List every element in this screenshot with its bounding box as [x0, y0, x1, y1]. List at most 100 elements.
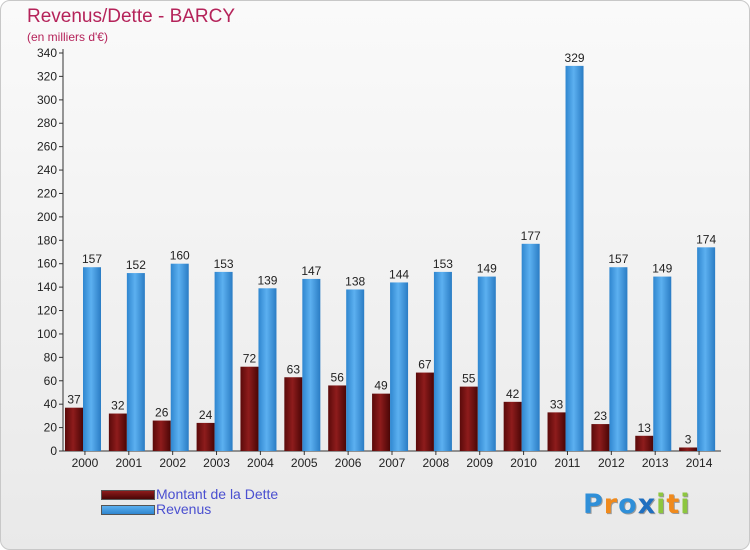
y-tick-label: 320 — [37, 69, 57, 83]
y-tick-label: 120 — [37, 304, 57, 318]
data-label: 138 — [345, 274, 365, 288]
bar-dette — [415, 372, 434, 451]
bar-revenus — [346, 289, 365, 451]
bar-revenus — [302, 278, 321, 451]
data-label: 49 — [374, 379, 388, 393]
bar-revenus — [258, 288, 277, 451]
logo-letter: i — [680, 489, 691, 520]
bar-dette — [635, 435, 654, 451]
data-label: 42 — [506, 387, 520, 401]
logo-letter: i — [656, 489, 667, 520]
data-label: 3 — [685, 432, 692, 446]
y-tick-label: 260 — [37, 140, 57, 154]
y-tick-label: 200 — [37, 210, 57, 224]
y-tick-label: 280 — [37, 116, 57, 130]
x-tick-label: 2008 — [423, 456, 450, 470]
data-label: 24 — [199, 408, 213, 422]
y-tick-label: 240 — [37, 163, 57, 177]
data-label: 67 — [418, 358, 432, 372]
chart-title: Revenus/Dette - BARCY — [27, 6, 236, 27]
bar-dette — [152, 420, 171, 451]
bar-revenus — [565, 65, 584, 452]
bar-dette — [196, 422, 215, 451]
y-tick-label: 300 — [37, 93, 57, 107]
chart-subtitle: (en milliers d'€) — [27, 30, 108, 44]
bar-dette — [284, 377, 303, 451]
x-tick-label: 2003 — [203, 456, 230, 470]
legend-label-dette: Montant de la Dette — [156, 486, 279, 502]
data-label: 152 — [126, 258, 146, 272]
bar-dette — [591, 424, 610, 451]
x-tick-label: 2012 — [598, 456, 625, 470]
y-tick-label: 0 — [50, 444, 57, 458]
bar-revenus — [126, 273, 145, 451]
bar-revenus — [609, 267, 628, 451]
x-tick-label: 2002 — [159, 456, 186, 470]
x-tick-label: 2009 — [466, 456, 493, 470]
bar-dette — [65, 407, 83, 451]
data-label: 72 — [243, 352, 257, 366]
data-label: 55 — [462, 372, 476, 386]
data-label: 177 — [521, 229, 541, 243]
data-label: 33 — [550, 397, 564, 411]
x-tick-label: 2007 — [379, 456, 406, 470]
data-label: 157 — [608, 252, 628, 266]
proxiti-logo: Proxiti — [583, 489, 691, 520]
data-label: 32 — [111, 399, 125, 413]
data-label: 63 — [287, 362, 301, 376]
bar-revenus — [83, 267, 101, 451]
logo-letter: t — [666, 489, 681, 520]
y-tick-label: 140 — [37, 280, 57, 294]
bar-revenus — [477, 276, 496, 451]
bar-revenus — [433, 271, 452, 451]
data-label: 160 — [170, 249, 190, 263]
data-label: 174 — [696, 232, 716, 246]
y-tick-label: 160 — [37, 257, 57, 271]
data-label: 153 — [433, 257, 453, 271]
data-label: 144 — [389, 267, 409, 281]
y-tick-label: 340 — [37, 46, 57, 60]
x-tick-label: 2006 — [335, 456, 362, 470]
data-label: 157 — [82, 252, 102, 266]
bar-revenus — [390, 282, 409, 451]
x-tick-label: 2011 — [555, 456, 581, 470]
data-label: 13 — [638, 421, 652, 435]
data-label: 37 — [67, 393, 81, 407]
bar-dette — [328, 385, 347, 451]
data-label: 147 — [301, 264, 321, 278]
legend-swatch-dette — [101, 490, 155, 500]
bar-revenus — [214, 271, 233, 451]
bar-dette — [372, 393, 391, 451]
data-label: 329 — [565, 51, 585, 65]
y-tick-label: 20 — [44, 421, 58, 435]
x-tick-label: 2010 — [510, 456, 537, 470]
data-label: 139 — [257, 273, 277, 287]
data-label: 56 — [331, 370, 345, 384]
data-label: 153 — [214, 257, 234, 271]
bar-dette — [547, 412, 566, 451]
bar-dette — [459, 386, 478, 451]
x-tick-label: 2004 — [247, 456, 274, 470]
data-label: 26 — [155, 406, 169, 420]
data-label: 149 — [652, 262, 672, 276]
bar-dette — [679, 447, 698, 451]
logo-letter: x — [637, 489, 657, 520]
bar-dette — [240, 366, 259, 451]
y-tick-label: 80 — [44, 350, 58, 364]
bar-revenus — [170, 263, 189, 451]
y-tick-label: 220 — [37, 186, 57, 200]
y-tick-label: 40 — [44, 397, 58, 411]
y-tick-label: 180 — [37, 233, 57, 247]
legend-label-revenus: Revenus — [156, 501, 212, 517]
x-tick-label: 2000 — [72, 456, 99, 470]
x-tick-label: 2014 — [686, 456, 713, 470]
x-tick-label: 2001 — [115, 456, 142, 470]
bar-revenus — [697, 247, 716, 451]
x-tick-label: 2013 — [642, 456, 669, 470]
bar-dette — [108, 413, 127, 451]
y-tick-label: 60 — [44, 374, 58, 388]
logo-letter: P — [583, 489, 604, 520]
logo-letter: r — [603, 489, 619, 520]
